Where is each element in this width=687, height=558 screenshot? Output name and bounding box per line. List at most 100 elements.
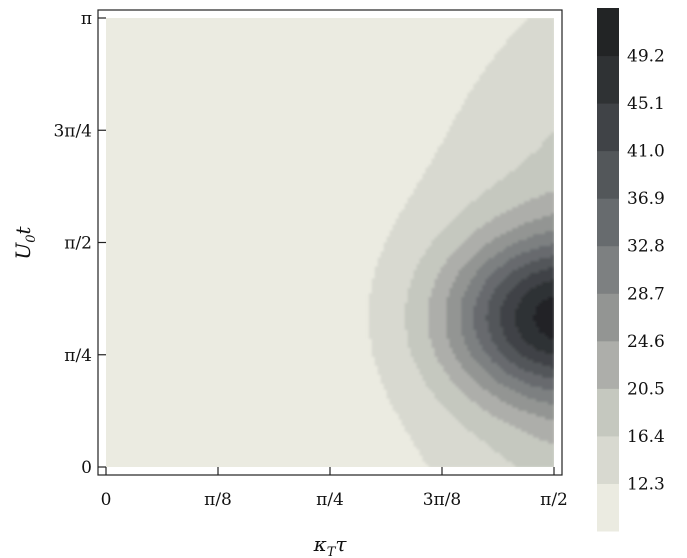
contour-cell bbox=[428, 392, 433, 396]
contour-cell bbox=[476, 242, 480, 247]
contour-cell bbox=[404, 212, 409, 217]
contour-cell bbox=[404, 230, 409, 235]
contour-cell bbox=[482, 224, 486, 229]
contour-cell bbox=[377, 278, 382, 283]
contour-cell bbox=[473, 395, 477, 399]
contour-cell bbox=[488, 128, 492, 133]
contour-cell bbox=[467, 458, 471, 462]
contour-cell bbox=[479, 305, 483, 309]
contour-cell bbox=[380, 302, 385, 306]
contour-cell bbox=[443, 203, 448, 208]
contour-cell bbox=[488, 158, 492, 163]
contour-cell bbox=[509, 287, 513, 291]
contour-cell bbox=[509, 461, 513, 465]
contour-cell bbox=[512, 308, 516, 312]
contour-cell bbox=[410, 326, 415, 330]
contour-cell bbox=[506, 83, 510, 88]
contour-cell bbox=[416, 191, 421, 196]
contour-cell bbox=[443, 383, 448, 387]
contour-cell bbox=[488, 134, 492, 139]
contour-cell bbox=[485, 149, 489, 154]
contour-cell bbox=[494, 95, 498, 100]
contour-cell bbox=[422, 374, 427, 378]
contour-cell bbox=[374, 329, 379, 333]
contour-cell bbox=[431, 302, 436, 306]
contour-cell bbox=[482, 119, 486, 124]
contour-cell bbox=[443, 461, 448, 465]
contour-cell bbox=[455, 425, 460, 429]
contour-cell bbox=[482, 158, 486, 163]
contour-cell bbox=[500, 365, 504, 369]
contour-cell bbox=[509, 395, 513, 399]
contour-cell bbox=[443, 347, 448, 351]
contour-cell bbox=[482, 341, 486, 345]
contour-cell bbox=[488, 323, 492, 327]
contour-cell bbox=[416, 341, 421, 345]
contour-cell bbox=[494, 83, 498, 88]
contour-cell bbox=[434, 410, 439, 414]
contour-cell bbox=[470, 212, 474, 217]
contour-cell bbox=[494, 134, 498, 139]
contour-cell bbox=[512, 215, 516, 220]
contour-cell bbox=[392, 383, 397, 387]
contour-cell bbox=[392, 377, 397, 381]
contour-cell bbox=[488, 218, 492, 223]
contour-cell bbox=[419, 263, 424, 268]
contour-cell bbox=[467, 176, 471, 181]
contour-cell bbox=[437, 338, 442, 342]
contour-cell bbox=[485, 383, 489, 387]
contour-cell bbox=[497, 116, 501, 121]
contour-cell bbox=[464, 395, 468, 399]
contour-cell bbox=[464, 410, 468, 414]
contour-cell bbox=[512, 74, 516, 79]
contour-cell bbox=[491, 311, 495, 315]
contour-cell bbox=[455, 383, 460, 387]
contour-cell bbox=[509, 140, 513, 145]
contour-cell bbox=[428, 341, 433, 345]
contour-cell bbox=[500, 407, 504, 411]
contour-cell bbox=[443, 149, 448, 154]
contour-cell bbox=[476, 386, 480, 390]
contour-cell bbox=[482, 128, 486, 133]
contour-cell bbox=[416, 296, 421, 300]
contour-cell bbox=[470, 254, 474, 259]
contour-cell bbox=[470, 95, 474, 100]
contour-cell bbox=[461, 146, 465, 151]
contour-cell bbox=[383, 365, 388, 369]
contour-cell bbox=[500, 404, 504, 408]
contour-cell bbox=[494, 263, 498, 268]
contour-cell bbox=[401, 278, 406, 283]
contour-cell bbox=[383, 320, 388, 324]
contour-cell bbox=[467, 122, 471, 127]
contour-cell bbox=[410, 413, 415, 417]
contour-cell bbox=[413, 344, 418, 348]
contour-cell bbox=[494, 308, 498, 312]
contour-cell bbox=[488, 104, 492, 109]
contour-cell bbox=[503, 131, 507, 136]
contour-cell bbox=[470, 134, 474, 139]
contour-cell bbox=[488, 464, 492, 467]
contour-cell bbox=[509, 428, 513, 432]
contour-cell bbox=[431, 239, 436, 244]
contour-cell bbox=[440, 146, 445, 151]
contour-cell bbox=[425, 230, 430, 235]
contour-cell bbox=[473, 173, 477, 178]
contour-cell bbox=[506, 422, 510, 426]
contour-cell bbox=[434, 329, 439, 333]
contour-cell bbox=[437, 353, 442, 357]
contour-cell bbox=[431, 365, 436, 369]
contour-cell bbox=[491, 257, 495, 262]
contour-cell bbox=[455, 464, 460, 467]
contour-cell bbox=[515, 332, 519, 336]
contour-cell bbox=[419, 356, 424, 360]
contour-cell bbox=[497, 170, 501, 175]
contour-cell bbox=[473, 242, 477, 247]
contour-cell bbox=[470, 389, 474, 393]
contour-cell bbox=[512, 257, 516, 262]
contour-cell bbox=[506, 122, 510, 127]
contour-cell bbox=[500, 428, 504, 432]
contour-cell bbox=[497, 455, 501, 459]
contour-cell bbox=[458, 452, 463, 456]
contour-cell bbox=[395, 278, 400, 283]
contour-cell bbox=[497, 419, 501, 423]
